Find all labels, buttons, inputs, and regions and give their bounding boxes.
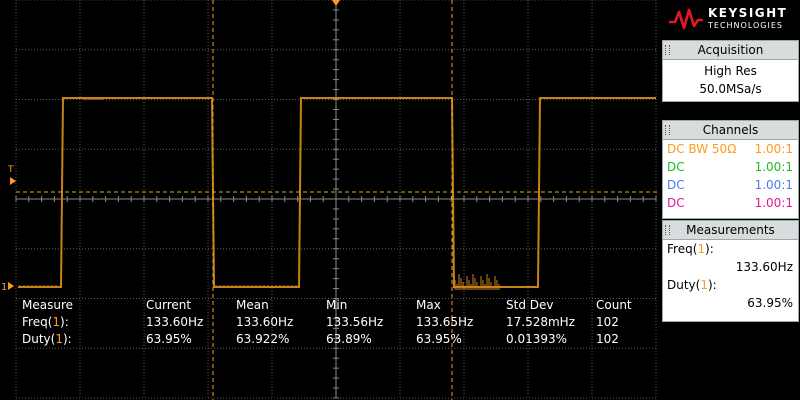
freq-current: 133.60Hz bbox=[146, 315, 204, 329]
acquisition-box[interactable]: Acquisition High Res 50.0MSa/s bbox=[662, 40, 799, 102]
graticule bbox=[15, 0, 657, 399]
channel-2-probe: 1.00:1 bbox=[754, 160, 793, 174]
freq-min: 133.56Hz bbox=[326, 315, 384, 329]
channel-1-ground-label: 1 bbox=[1, 282, 7, 293]
brand-name: KEYSIGHT bbox=[708, 6, 788, 20]
header-current: Current bbox=[146, 298, 192, 312]
measurement-table: Measure Current Mean Min Max Std Dev Cou… bbox=[0, 297, 660, 347]
markers-layer: T 1 bbox=[1, 0, 660, 400]
channel-3-coupling: DC bbox=[667, 178, 685, 192]
drag-grip-icon[interactable] bbox=[665, 225, 670, 235]
duty-value: 63.95% bbox=[747, 296, 793, 310]
channels-box[interactable]: Channels DC BW 50Ω 1.00:1 DC 1.00:1 DC 1… bbox=[662, 120, 799, 219]
header-measure: Measure bbox=[22, 298, 73, 312]
channel-1-coupling: DC BW 50Ω bbox=[667, 142, 737, 156]
header-count: Count bbox=[596, 298, 632, 312]
channel-2-coupling: DC bbox=[667, 160, 685, 174]
trigger-level-marker bbox=[10, 177, 16, 185]
acquisition-mode: High Res bbox=[704, 64, 757, 78]
header-min: Min bbox=[326, 298, 348, 312]
waveform-display[interactable]: T 1 Measure Current Mean Min Max Std Dev… bbox=[0, 0, 660, 400]
channel-4-row[interactable]: DC 1.00:1 bbox=[663, 194, 798, 212]
channels-title: Channels bbox=[702, 123, 759, 137]
duty-std-dev: 0.01393% bbox=[506, 332, 568, 346]
drag-grip-icon[interactable] bbox=[665, 45, 670, 55]
keysight-logo: KEYSIGHT TECHNOLOGIES bbox=[660, 0, 800, 38]
side-panel: KEYSIGHT TECHNOLOGIES Acquisition High R… bbox=[660, 0, 800, 400]
duty-min: 63.89% bbox=[326, 332, 372, 346]
freq-mean: 133.60Hz bbox=[236, 315, 294, 329]
channel-3-row[interactable]: DC 1.00:1 bbox=[663, 176, 798, 194]
sample-rate: 50.0MSa/s bbox=[699, 82, 762, 96]
channel-4-probe: 1.00:1 bbox=[754, 196, 793, 210]
channel-2-row[interactable]: DC 1.00:1 bbox=[663, 158, 798, 176]
acquisition-title: Acquisition bbox=[697, 43, 764, 57]
header-mean: Mean bbox=[236, 298, 269, 312]
channel-4-coupling: DC bbox=[667, 196, 685, 210]
freq-label: Freq(1): bbox=[667, 242, 714, 256]
acquisition-header[interactable]: Acquisition bbox=[663, 41, 798, 60]
header-std-dev: Std Dev bbox=[506, 298, 554, 312]
row-freq-label: Freq(1): bbox=[22, 315, 69, 329]
duty-label: Duty(1): bbox=[667, 278, 717, 292]
measurements-header[interactable]: Measurements bbox=[663, 221, 798, 240]
row-duty-label: Duty(1): bbox=[22, 332, 72, 346]
channel-1-probe: 1.00:1 bbox=[754, 142, 793, 156]
waveform-noise bbox=[19, 98, 500, 290]
duty-current: 63.95% bbox=[146, 332, 192, 346]
trigger-position-marker bbox=[332, 0, 340, 6]
freq-value: 133.60Hz bbox=[735, 260, 793, 274]
duty-max: 63.95% bbox=[416, 332, 462, 346]
brand-sub: TECHNOLOGIES bbox=[708, 21, 783, 30]
drag-grip-icon[interactable] bbox=[665, 125, 670, 135]
freq-count: 102 bbox=[596, 315, 619, 329]
measurements-title: Measurements bbox=[686, 223, 775, 237]
header-max: Max bbox=[416, 298, 441, 312]
channel-1-row[interactable]: DC BW 50Ω 1.00:1 bbox=[663, 140, 798, 158]
channel-3-probe: 1.00:1 bbox=[754, 178, 793, 192]
trigger-level-label: T bbox=[7, 165, 14, 175]
measurements-box[interactable]: Measurements Freq(1): 133.60Hz Duty(1): … bbox=[662, 220, 799, 322]
duty-count: 102 bbox=[596, 332, 619, 346]
freq-max: 133.65Hz bbox=[416, 315, 474, 329]
freq-std-dev: 17.528mHz bbox=[506, 315, 575, 329]
duty-mean: 63.922% bbox=[236, 332, 290, 346]
channels-header[interactable]: Channels bbox=[663, 121, 798, 140]
channel-1-ground-marker bbox=[8, 282, 14, 290]
keysight-wave-icon bbox=[669, 8, 703, 30]
